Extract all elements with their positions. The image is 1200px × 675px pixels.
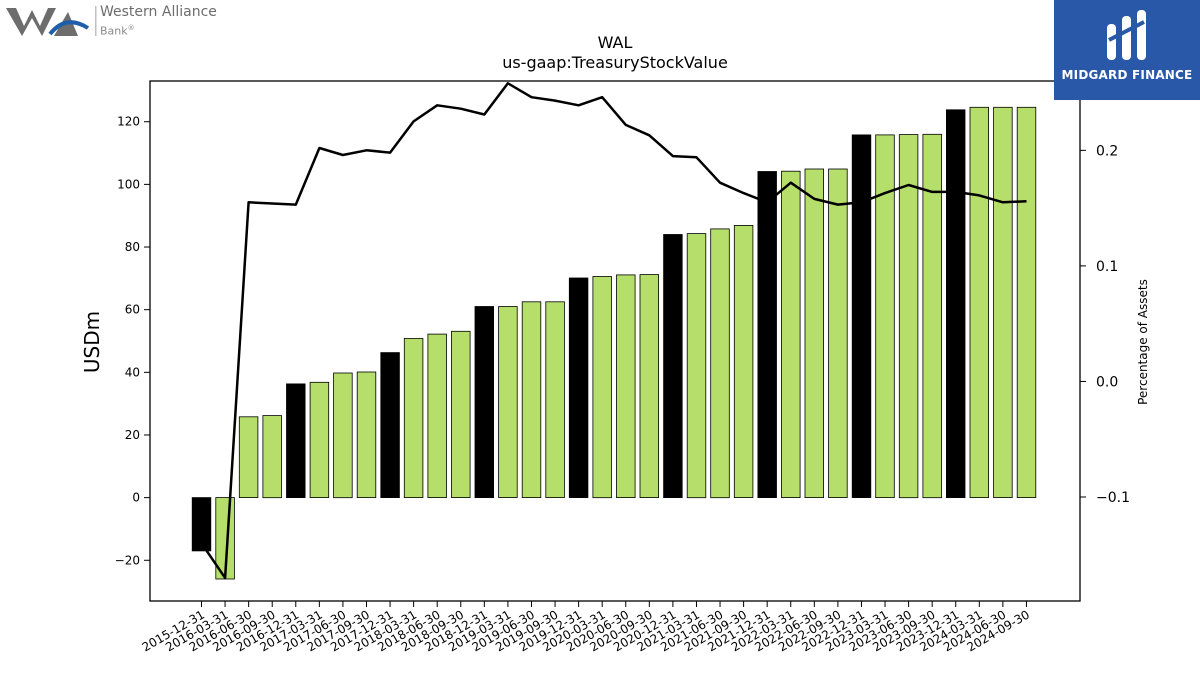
bar — [781, 170, 801, 498]
bar — [710, 228, 730, 499]
chart-subtitle: us-gaap:TreasuryStockValue — [502, 53, 728, 72]
y2-tick-label: 0.1 — [1096, 259, 1118, 275]
bar — [686, 233, 707, 499]
bar — [545, 301, 565, 498]
bar — [309, 381, 330, 498]
bar — [451, 330, 471, 498]
bar — [474, 306, 495, 499]
bar — [1016, 106, 1037, 498]
y2-tick-label: 0.0 — [1096, 374, 1118, 390]
bar — [498, 306, 518, 499]
bar — [851, 134, 872, 499]
bar — [898, 134, 919, 499]
y2-axis: −0.1 0.0 0.1 0.2 — [1080, 143, 1130, 506]
bar — [969, 106, 990, 498]
bar — [733, 224, 754, 499]
plot-frame — [149, 80, 1081, 602]
bar — [993, 106, 1013, 498]
y-tick-label: 0 — [132, 491, 140, 505]
bar — [828, 168, 848, 499]
line-series — [200, 82, 1027, 580]
bar — [262, 415, 282, 499]
bar — [333, 372, 353, 499]
bar — [286, 383, 306, 498]
company-name: Western Alliance — [100, 4, 217, 20]
bar — [616, 274, 636, 498]
partner-name: MIDGARD FINANCE — [1061, 68, 1193, 82]
bar — [946, 109, 966, 498]
bar — [191, 497, 212, 552]
y-tick-label: 40 — [125, 365, 140, 379]
y-tick-label: −20 — [115, 553, 140, 567]
y-tick-label: 80 — [125, 240, 140, 254]
company-sub: Bank® — [100, 21, 135, 39]
bar — [639, 274, 660, 499]
midgard-finance-badge: MIDGARD FINANCE — [1054, 0, 1200, 100]
y-axis-label: USDm — [80, 311, 104, 373]
bar — [757, 171, 777, 499]
bar — [663, 234, 683, 499]
bar — [380, 352, 400, 499]
y-tick-label: 120 — [117, 115, 140, 129]
bar — [875, 134, 895, 499]
company-sub-text: Bank — [100, 24, 128, 38]
bar — [568, 277, 589, 499]
bar — [521, 301, 542, 498]
bar-series — [191, 106, 1037, 580]
x-axis: 2015-12-312016-03-312016-06-302016-09-30… — [140, 601, 1032, 654]
percentage-line — [200, 82, 1027, 580]
y-tick-label: 20 — [125, 428, 140, 442]
bar — [592, 276, 612, 499]
western-alliance-logo-mark — [6, 6, 97, 36]
bar — [804, 168, 825, 499]
bar — [427, 333, 447, 499]
y2-tick-label: −0.1 — [1096, 490, 1130, 506]
bar — [922, 133, 942, 499]
y-tick-label: 60 — [125, 303, 140, 317]
y2-tick-label: 0.2 — [1096, 143, 1118, 159]
bar — [403, 338, 424, 499]
midgard-logo-icon — [1107, 10, 1146, 60]
chart-title: WAL — [598, 33, 633, 52]
bar — [356, 371, 377, 498]
y-axis: −20 0 20 40 60 80 100 120 — [115, 115, 150, 567]
registered-mark: ® — [127, 24, 135, 32]
y-tick-label: 100 — [117, 177, 140, 191]
bar — [238, 416, 259, 498]
y2-axis-label: Percentage of Assets — [1136, 279, 1150, 405]
